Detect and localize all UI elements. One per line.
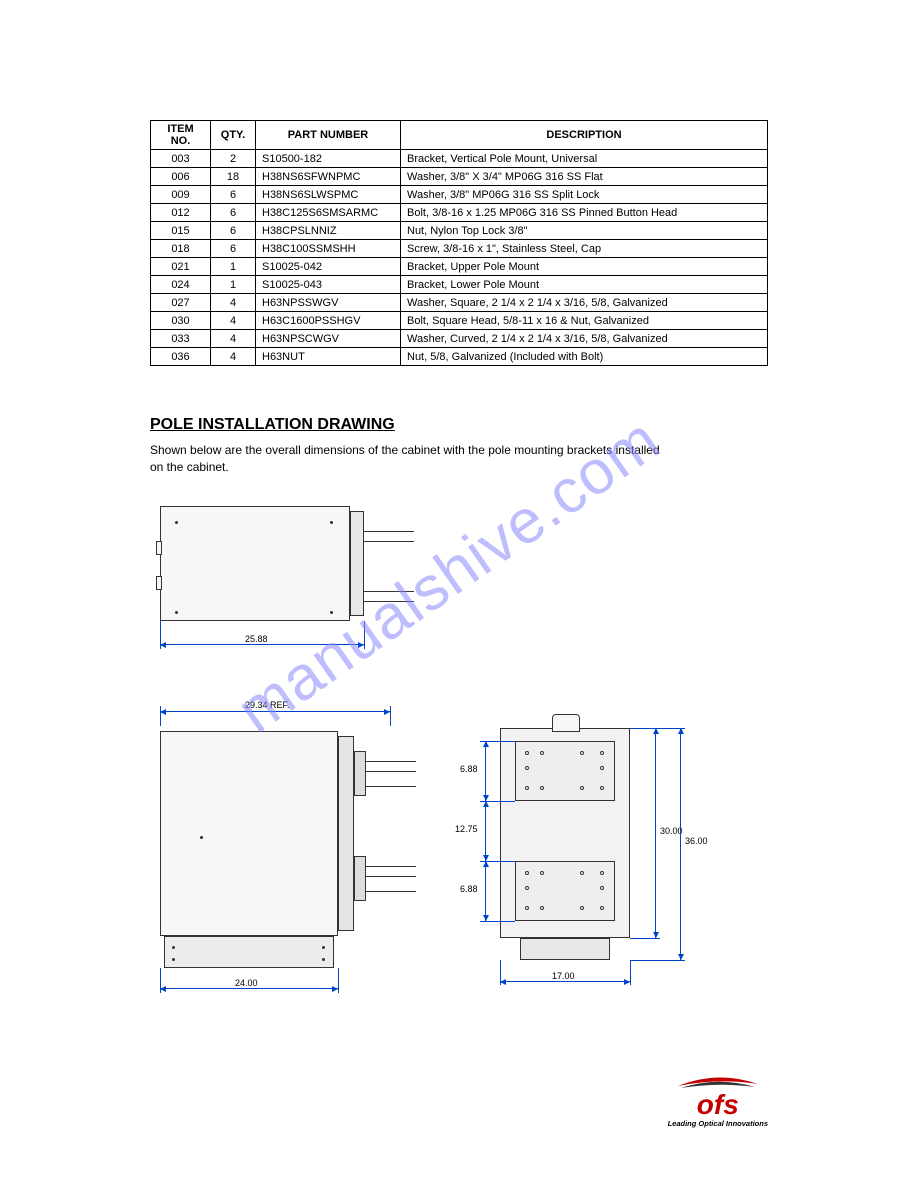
- cell-part: H63NUT: [256, 348, 401, 366]
- cell-qty: 2: [211, 150, 256, 168]
- cell-part: S10025-042: [256, 258, 401, 276]
- cell-part: H38NS6SFWNPMC: [256, 168, 401, 186]
- dim-rear-mid: 12.75: [455, 824, 478, 834]
- cell-desc: Washer, 3/8" MP06G 316 SS Split Lock: [401, 186, 768, 204]
- logo-tagline: Leading Optical Innovations: [668, 1119, 768, 1128]
- cell-item: 021: [151, 258, 211, 276]
- cell-part: H63NPSSWGV: [256, 294, 401, 312]
- dim-rear-outer-h: 36.00: [685, 836, 708, 846]
- cell-desc: Screw, 3/8-16 x 1", Stainless Steel, Cap: [401, 240, 768, 258]
- cell-item: 030: [151, 312, 211, 330]
- cell-item: 009: [151, 186, 211, 204]
- cell-qty: 6: [211, 186, 256, 204]
- section-title: POLE INSTALLATION DRAWING: [150, 416, 768, 434]
- cell-part: H38CPSLNNIZ: [256, 222, 401, 240]
- cell-item: 033: [151, 330, 211, 348]
- cell-item: 036: [151, 348, 211, 366]
- logo: ofs Leading Optical Innovations: [668, 1074, 768, 1128]
- table-header-row: ITEM NO. QTY. PART NUMBER DESCRIPTION: [151, 121, 768, 150]
- table-row: 0096H38NS6SLWSPMCWasher, 3/8" MP06G 316 …: [151, 186, 768, 204]
- cell-desc: Bracket, Vertical Pole Mount, Universal: [401, 150, 768, 168]
- cell-qty: 4: [211, 312, 256, 330]
- cell-part: S10025-043: [256, 276, 401, 294]
- cell-desc: Nut, Nylon Top Lock 3/8": [401, 222, 768, 240]
- cell-part: H38NS6SLWSPMC: [256, 186, 401, 204]
- cell-item: 027: [151, 294, 211, 312]
- cell-item: 015: [151, 222, 211, 240]
- cell-desc: Bolt, Square Head, 5/8-11 x 16 & Nut, Ga…: [401, 312, 768, 330]
- cell-desc: Bolt, 3/8-16 x 1.25 MP06G 316 SS Pinned …: [401, 204, 768, 222]
- dim-rear-bot-gap: 6.88: [460, 884, 478, 894]
- dim-rear-top-gap: 6.88: [460, 764, 478, 774]
- cell-item: 006: [151, 168, 211, 186]
- cell-qty: 18: [211, 168, 256, 186]
- table-row: 0304H63C1600PSSHGVBolt, Square Head, 5/8…: [151, 312, 768, 330]
- cell-desc: Washer, 3/8" X 3/4" MP06G 316 SS Flat: [401, 168, 768, 186]
- drawing-side-view: 29.34 REF. 24.00: [150, 706, 430, 1006]
- cell-qty: 4: [211, 330, 256, 348]
- drawing-top-view: 25.88: [150, 496, 400, 666]
- cell-desc: Bracket, Lower Pole Mount: [401, 276, 768, 294]
- table-row: 0211S10025-042Bracket, Upper Pole Mount: [151, 258, 768, 276]
- logo-swoosh-icon: [673, 1074, 763, 1090]
- cell-item: 012: [151, 204, 211, 222]
- cell-desc: Washer, Square, 2 1/4 x 2 1/4 x 3/16, 5/…: [401, 294, 768, 312]
- cell-desc: Bracket, Upper Pole Mount: [401, 258, 768, 276]
- parts-table: ITEM NO. QTY. PART NUMBER DESCRIPTION 00…: [150, 120, 768, 366]
- table-row: 0334H63NPSCWGVWasher, Curved, 2 1/4 x 2 …: [151, 330, 768, 348]
- cell-desc: Nut, 5/8, Galvanized (Included with Bolt…: [401, 348, 768, 366]
- table-row: 00618H38NS6SFWNPMCWasher, 3/8" X 3/4" MP…: [151, 168, 768, 186]
- cell-part: H38C100SSMSHH: [256, 240, 401, 258]
- cell-qty: 1: [211, 276, 256, 294]
- th-qty: QTY.: [211, 121, 256, 150]
- cell-part: H63NPSCWGV: [256, 330, 401, 348]
- cell-qty: 6: [211, 240, 256, 258]
- th-item: ITEM NO.: [151, 121, 211, 150]
- cell-desc: Washer, Curved, 2 1/4 x 2 1/4 x 3/16, 5/…: [401, 330, 768, 348]
- logo-brand: ofs: [668, 1092, 768, 1117]
- table-row: 0364H63NUTNut, 5/8, Galvanized (Included…: [151, 348, 768, 366]
- th-part: PART NUMBER: [256, 121, 401, 150]
- table-row: 0274H63NPSSWGVWasher, Square, 2 1/4 x 2 …: [151, 294, 768, 312]
- cell-item: 018: [151, 240, 211, 258]
- cell-qty: 1: [211, 258, 256, 276]
- dim-side-width: 24.00: [235, 978, 258, 988]
- cell-qty: 4: [211, 348, 256, 366]
- table-row: 0241S10025-043Bracket, Lower Pole Mount: [151, 276, 768, 294]
- dim-rear-width: 17.00: [552, 971, 575, 981]
- cell-part: H38C125S6SMSARMC: [256, 204, 401, 222]
- cell-part: S10500-182: [256, 150, 401, 168]
- cell-qty: 6: [211, 222, 256, 240]
- table-row: 0186H38C100SSMSHHScrew, 3/8-16 x 1", Sta…: [151, 240, 768, 258]
- dim-top-width: 25.88: [245, 634, 268, 644]
- cell-part: H63C1600PSSHGV: [256, 312, 401, 330]
- th-desc: DESCRIPTION: [401, 121, 768, 150]
- cell-item: 003: [151, 150, 211, 168]
- table-row: 0032S10500-182Bracket, Vertical Pole Mou…: [151, 150, 768, 168]
- table-row: 0156H38CPSLNNIZNut, Nylon Top Lock 3/8": [151, 222, 768, 240]
- section-subtitle: Shown below are the overall dimensions o…: [150, 442, 670, 476]
- cell-qty: 6: [211, 204, 256, 222]
- dim-side-ref: 29.34 REF.: [245, 700, 290, 710]
- table-row: 0126H38C125S6SMSARMCBolt, 3/8-16 x 1.25 …: [151, 204, 768, 222]
- drawing-rear-view: 6.88 12.75 6.88 30.00 36.00 17.00: [460, 706, 760, 1006]
- drawings-container: 25.88 29.34 REF. 24.00: [150, 496, 750, 1016]
- cell-item: 024: [151, 276, 211, 294]
- cell-qty: 4: [211, 294, 256, 312]
